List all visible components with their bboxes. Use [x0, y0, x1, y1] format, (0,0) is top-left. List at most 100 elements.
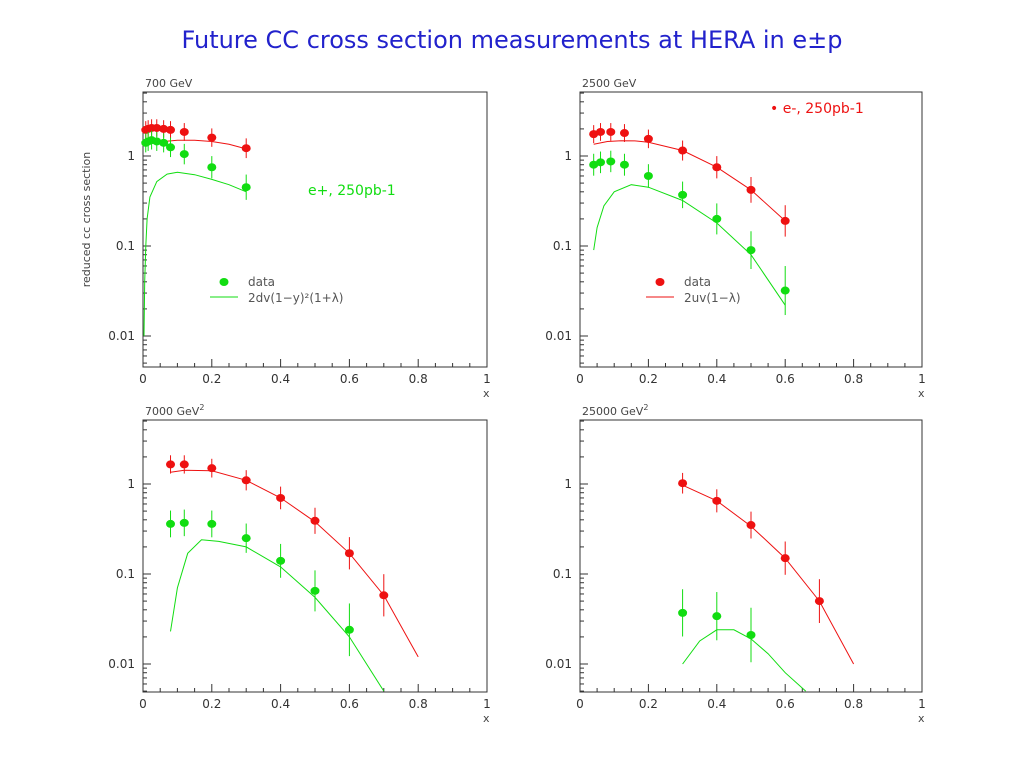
x-tick-label: 0.4	[707, 697, 726, 711]
legend-marker	[219, 278, 229, 286]
model-curve-1	[593, 140, 786, 222]
data-point	[712, 496, 722, 505]
data-point	[179, 518, 189, 527]
data-point	[166, 143, 176, 152]
data-point	[152, 137, 162, 146]
model-curve-2	[143, 171, 247, 337]
x-tick-label: 0	[139, 372, 147, 386]
data-point	[276, 493, 286, 502]
x-tick-label: 0.6	[776, 697, 795, 711]
data-point	[344, 625, 354, 634]
data-point	[746, 185, 756, 194]
x-tick-label: 1	[918, 372, 926, 386]
data-point	[241, 476, 251, 485]
data-point	[207, 464, 217, 473]
x-tick-label: 0.4	[707, 372, 726, 386]
x-tick-label: 0.6	[776, 372, 795, 386]
model-curve-1	[170, 469, 419, 658]
data-point	[712, 163, 722, 172]
x-tick-label: 1	[483, 372, 491, 386]
data-point	[207, 519, 217, 528]
x-tick-label: 0.2	[639, 372, 658, 386]
data-point	[310, 516, 320, 525]
y-tick-label: 1	[564, 149, 572, 163]
data-point	[619, 129, 629, 138]
dataset-annotation: e+, 250pb-1	[308, 183, 396, 199]
x-tick-label: 0.8	[844, 697, 863, 711]
panel-label: 7000 GeV2	[145, 403, 204, 418]
data-point	[589, 130, 599, 139]
data-point	[619, 160, 629, 169]
model-curve-2	[593, 184, 786, 306]
data-point	[678, 479, 688, 488]
data-point	[746, 631, 756, 640]
data-point	[643, 134, 653, 143]
x-tick-label: 0.8	[409, 372, 428, 386]
y-tick-label: 0.01	[545, 657, 572, 671]
data-point	[780, 286, 790, 295]
x-tick-label: 0	[139, 697, 147, 711]
data-point	[207, 163, 217, 172]
x-tick-label: 0.4	[271, 697, 290, 711]
data-point	[606, 157, 616, 166]
data-point	[276, 556, 286, 565]
y-tick-label: 0.1	[116, 567, 135, 581]
y-tick-label: 0.01	[108, 657, 135, 671]
page-title: Future CC cross section measurements at …	[181, 26, 843, 54]
data-point	[596, 158, 606, 167]
data-point	[746, 246, 756, 255]
y-tick-label: 0.1	[553, 567, 572, 581]
model-curve-2	[682, 629, 807, 692]
data-point	[344, 549, 354, 558]
data-point	[712, 214, 722, 223]
data-point	[678, 608, 688, 617]
panel-label: 25000 GeV2	[582, 403, 648, 418]
data-point	[207, 133, 217, 142]
x-tick-label: 0.2	[202, 372, 221, 386]
data-point	[712, 612, 722, 621]
data-point	[179, 150, 189, 159]
data-point	[152, 123, 162, 132]
data-point	[678, 190, 688, 199]
legend-data-label: data	[248, 275, 275, 289]
data-point	[166, 460, 176, 469]
plot-frame	[142, 419, 488, 693]
x-tick-label: 0.2	[202, 697, 221, 711]
data-point	[241, 183, 251, 192]
data-point	[241, 144, 251, 153]
x-tick-label: 1	[918, 697, 926, 711]
plot-frame	[142, 91, 488, 368]
data-point	[814, 597, 824, 606]
y-tick-label: 0.01	[545, 329, 572, 343]
panel-label: 2500 GeV	[582, 77, 637, 90]
legend-marker	[655, 278, 665, 286]
data-point	[159, 138, 169, 147]
data-point	[780, 216, 790, 225]
legend-model-label: 2dv(1−y)²(1+λ)	[248, 291, 343, 305]
x-tick-label: 1	[483, 697, 491, 711]
legend-model-label: 2uv(1−λ)	[684, 291, 741, 305]
data-point	[678, 146, 688, 155]
x-tick-label: 0.6	[340, 697, 359, 711]
plot-frame	[579, 91, 923, 368]
data-point	[589, 160, 599, 169]
x-tick-label: 0	[576, 697, 584, 711]
data-point	[166, 519, 176, 528]
data-point	[179, 127, 189, 136]
x-tick-label: 0.8	[844, 372, 863, 386]
x-axis-label: x	[483, 387, 490, 400]
data-point	[780, 554, 790, 563]
y-tick-label: 1	[127, 149, 135, 163]
x-tick-label: 0.8	[409, 697, 428, 711]
x-axis-label: x	[918, 712, 925, 725]
panel-label: 700 GeV	[145, 77, 193, 90]
data-point	[746, 521, 756, 530]
y-tick-label: 1	[564, 477, 572, 491]
data-point	[166, 125, 176, 134]
data-point	[596, 127, 606, 136]
x-axis-label: x	[483, 712, 490, 725]
